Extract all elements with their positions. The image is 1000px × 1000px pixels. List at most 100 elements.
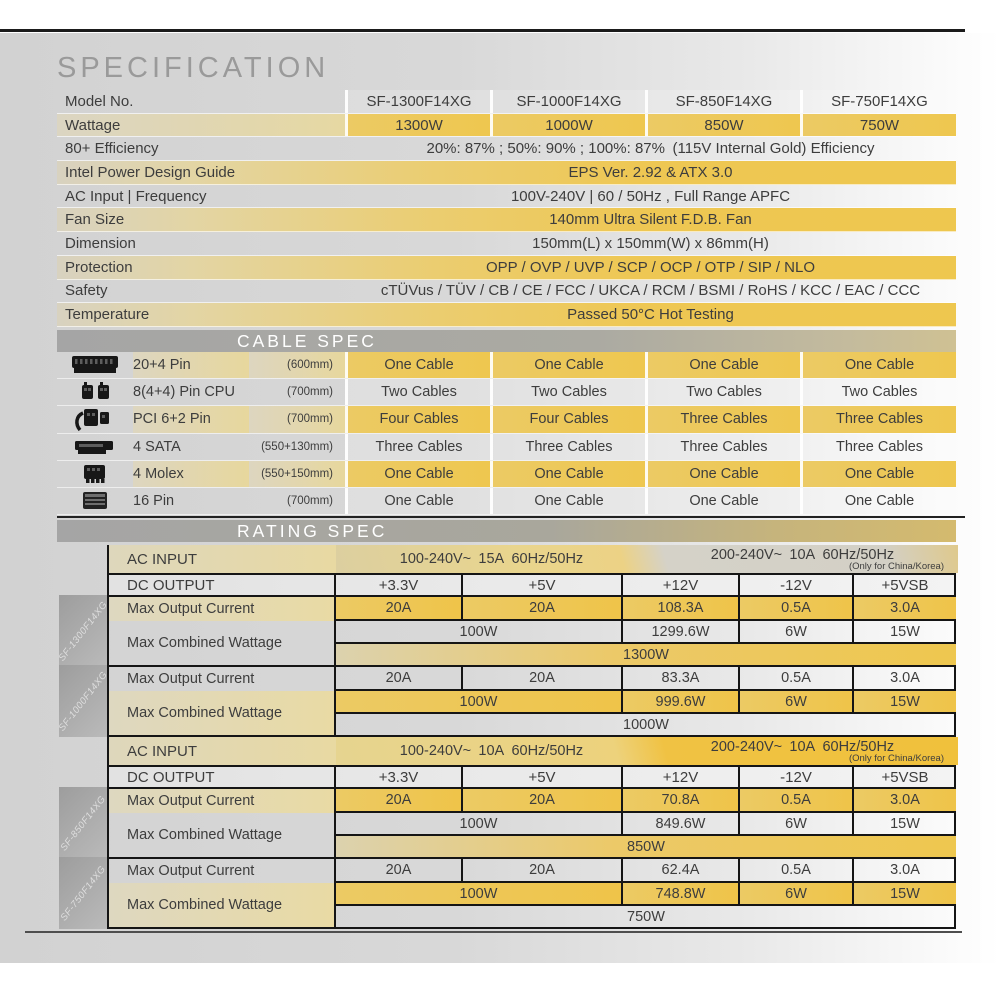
dc-rail-header: +12V	[621, 767, 738, 787]
total-wattage-value: 1300W	[334, 644, 956, 665]
cable-count: Three Cables	[800, 406, 956, 433]
max-combined-wattage-label: Max Combined Wattage	[127, 635, 283, 651]
cable-row: PCI 6+2 Pin (700mm) Four Cables Four Cables…	[57, 406, 956, 434]
cable-spec-table: 20+4 Pin (600mm) One Cable One Cable One Cab…	[57, 352, 956, 516]
spec-row: 80+ Efficiency 20%: 87% ; 50%: 90% ; 100%…	[57, 137, 956, 162]
model-rating-block: SF-1000F14XG Max Output Current Max Combin…	[59, 665, 956, 737]
ac-input-range-2-value: 200-240V~ 10A 60Hz/50Hz	[710, 547, 895, 563]
cable-spec-header: CABLE SPEC	[237, 331, 377, 351]
max-current-value: 62.4A	[621, 859, 738, 883]
max-current-value: 20A	[461, 789, 621, 813]
cable-length: (700mm)	[286, 386, 333, 399]
spec-row-value: 150mm(L) x 150mm(W) x 86mm(H)	[532, 234, 769, 252]
ac-input-range-2: 200-240V~ 10A 60Hz/50Hz (Only for China/K…	[647, 545, 958, 573]
dc-output-header-row: DC OUTPUT +3.3V +5V +12V -12V +5VSB	[107, 765, 956, 789]
cable-count: Three Cables	[645, 433, 800, 460]
combined-wattage-value: 849.6W	[621, 813, 738, 836]
cable-count: One Cable	[645, 487, 800, 515]
spec-row-label: Temperature	[65, 306, 150, 324]
cable-length: (700mm)	[286, 495, 333, 508]
max-output-current-label: Max Output Current	[127, 671, 255, 687]
max-output-current-label: Max Output Current	[109, 789, 334, 813]
combined-wattage-value: 15W	[852, 813, 956, 836]
combined-wattage-value: 100W	[334, 813, 621, 836]
model-side-strip: SF-1000F14XG	[59, 665, 107, 737]
spec-row-value: 850W	[645, 113, 800, 137]
combined-wattage-value: 15W	[852, 691, 956, 714]
combined-wattage-value: 100W	[334, 883, 621, 906]
max-current-value: 20A	[334, 789, 461, 813]
max-current-value: 3.0A	[852, 667, 956, 691]
model-side-strip: SF-850F14XG	[59, 787, 107, 859]
spec-row: Intel Power Design Guide EPS Ver. 2.92 & …	[57, 161, 956, 185]
spec-row-label: Wattage	[57, 113, 345, 137]
spec-row-label: Safety	[65, 282, 108, 300]
cable-count: Two Cables	[800, 379, 956, 406]
cable-count: Three Cables	[490, 433, 645, 460]
combined-wattage-value: 1299.6W	[621, 621, 738, 644]
spec-row-label: Fan Size	[65, 211, 125, 229]
ac-input-range-2: 200-240V~ 10A 60Hz/50Hz (Only for China/K…	[647, 737, 958, 765]
ac-input-range-2-value: 200-240V~ 10A 60Hz/50Hz	[710, 739, 895, 755]
cable-count: Two Cables	[490, 379, 645, 406]
spec-row-value: EPS Ver. 2.92 & ATX 3.0	[568, 163, 733, 181]
max-combined-wattage-label: Max Combined Wattage	[109, 883, 334, 927]
cable-count: One Cable	[800, 487, 956, 515]
max-combined-wattage-label: Max Combined Wattage	[127, 827, 283, 843]
cable-count: Four Cables	[345, 406, 490, 433]
dc-rail-header: +3.3V	[334, 767, 461, 787]
model-side-label: SF-750F14XG	[59, 863, 107, 923]
max-current-value: 108.3A	[621, 597, 738, 621]
spec-row-label: AC Input | Frequency	[65, 187, 207, 205]
model-side-strip: SF-750F14XG	[59, 857, 107, 929]
spec-row: AC Input | Frequency 100V-240V | 60 / 50H…	[57, 185, 956, 209]
max-current-value: 0.5A	[738, 597, 852, 621]
spec-row-value: 750W	[800, 113, 956, 137]
top-divider-line	[0, 29, 965, 32]
spec-row-value: SF-850F14XG	[645, 90, 800, 113]
cable-row: 4 SATA (550+130mm) Three Cables Three Cable…	[57, 433, 956, 461]
cable-length: (600mm)	[249, 352, 345, 379]
cable-count: One Cable	[800, 352, 956, 379]
combined-wattage-value: 6W	[738, 621, 852, 644]
max-current-value: 0.5A	[738, 667, 852, 691]
max-current-value: 20A	[461, 859, 621, 883]
cable-count: One Cable	[345, 487, 490, 515]
cable-count: One Cable	[645, 460, 800, 487]
max-current-value: 3.0A	[852, 597, 956, 621]
dc-rail-header: +5V	[461, 575, 621, 595]
ac-input-row: AC INPUT 100-240V~ 15A 60Hz/50Hz 200-240V~…	[107, 545, 958, 573]
cable-count: Three Cables	[800, 433, 956, 460]
ac-input-values: 100-240V~ 10A 60Hz/50Hz 200-240V~ 10A 60H…	[336, 737, 958, 765]
ac-input-range-1: 100-240V~ 15A 60Hz/50Hz	[399, 551, 584, 567]
rating-spec-table: AC INPUT 100-240V~ 15A 60Hz/50Hz 200-240V~…	[59, 545, 958, 929]
rating-spec-header-bar: RATING SPEC	[57, 520, 956, 542]
spec-row-value: SF-750F14XG	[800, 90, 956, 113]
pcie-16-pin-icon	[57, 488, 133, 514]
cable-spec-header-bar: CABLE SPEC	[57, 330, 956, 352]
atx-20-4-pin-icon	[57, 352, 133, 378]
max-current-value: 70.8A	[621, 789, 738, 813]
cpu-8-pin-icon	[57, 379, 133, 405]
molex-icon	[57, 461, 133, 487]
combined-wattage-value: 100W	[334, 691, 621, 714]
max-current-value: 0.5A	[738, 859, 852, 883]
combined-wattage-value: 100W	[334, 621, 621, 644]
cable-count: One Cable	[345, 460, 490, 487]
dc-rail-header: +3.3V	[334, 575, 461, 595]
bottom-divider-line	[25, 931, 962, 933]
spec-row: Temperature Passed 50°C Hot Testing	[57, 303, 956, 327]
ac-input-range-2-note: (Only for China/Korea)	[848, 753, 944, 764]
cable-count: One Cable	[490, 352, 645, 379]
cable-name: 8(4+4) Pin CPU	[133, 384, 235, 401]
max-current-value: 20A	[461, 597, 621, 621]
dc-rail-header: +5VSB	[852, 767, 956, 787]
general-spec-table: Model No. SF-1300F14XG SF-1000F14XG SF-850F…	[57, 90, 956, 327]
ac-input-label: AC INPUT	[109, 545, 336, 573]
max-current-value: 83.3A	[621, 667, 738, 691]
model-rating-block: SF-850F14XG Max Output Current Max Combine…	[59, 787, 956, 859]
spec-row-value: 140mm Ultra Silent F.D.B. Fan	[549, 211, 752, 229]
model-side-label: SF-1300F14XG	[59, 599, 107, 663]
model-side-label: SF-1000F14XG	[59, 669, 107, 733]
max-combined-wattage-label: Max Combined Wattage	[109, 691, 334, 735]
